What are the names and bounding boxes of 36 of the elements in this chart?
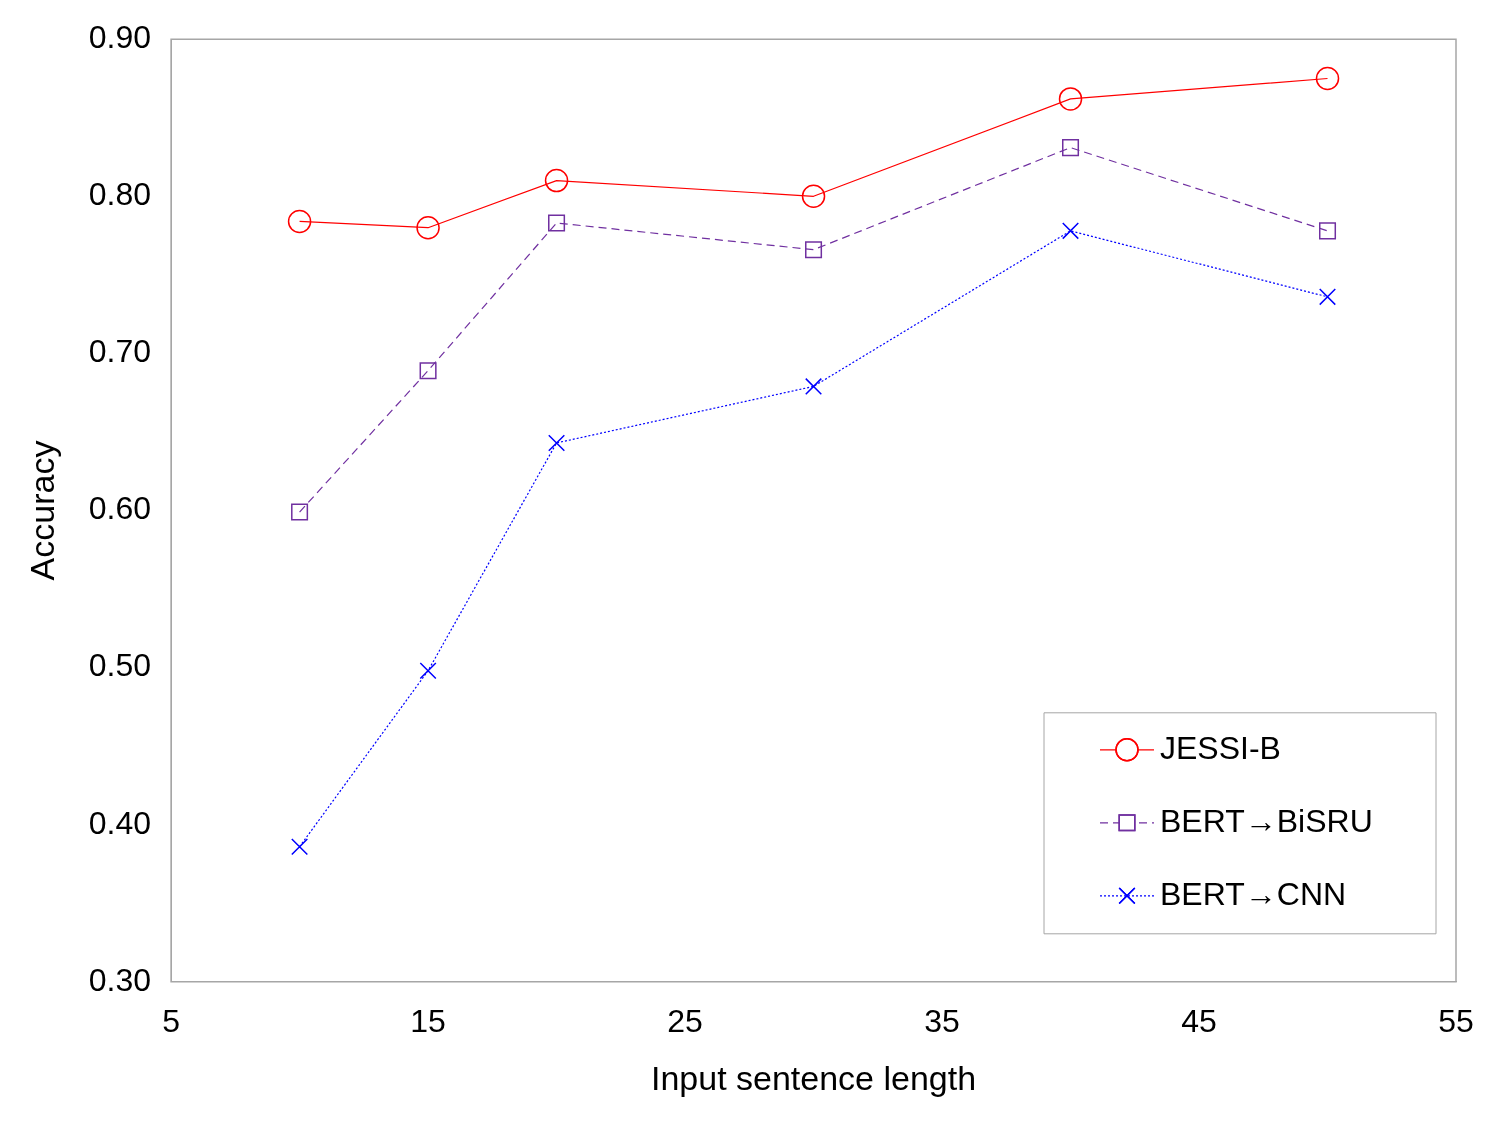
x-tick-label: 5 bbox=[162, 1002, 180, 1039]
point bbox=[544, 168, 569, 193]
y-tick-label: 0.70 bbox=[88, 333, 152, 370]
point bbox=[548, 214, 566, 232]
x-tick-label: 25 bbox=[667, 1002, 703, 1039]
y-tick-label: 0.50 bbox=[88, 647, 152, 684]
legend-label: BERT→CNN bbox=[1160, 875, 1347, 912]
point bbox=[416, 215, 440, 240]
point bbox=[805, 377, 823, 395]
point bbox=[805, 241, 823, 259]
point bbox=[1318, 222, 1337, 240]
point bbox=[1062, 139, 1080, 157]
point bbox=[419, 362, 437, 380]
y-tick-label: 0.80 bbox=[88, 176, 152, 213]
x-tick-label: 35 bbox=[924, 1002, 960, 1039]
y-axis-title: Accuracy bbox=[22, 440, 61, 581]
point bbox=[1062, 222, 1080, 240]
point bbox=[801, 184, 826, 209]
y-tick-label: 0.90 bbox=[88, 19, 152, 56]
point bbox=[548, 434, 566, 452]
point bbox=[287, 209, 312, 234]
x-tick-label: 45 bbox=[1181, 1002, 1217, 1039]
y-tick-label: 0.30 bbox=[88, 961, 152, 998]
point bbox=[1058, 87, 1083, 111]
y-tick-label: 0.60 bbox=[88, 490, 152, 527]
point bbox=[419, 662, 437, 680]
y-tick-label: 0.40 bbox=[88, 804, 152, 841]
point bbox=[1318, 288, 1337, 306]
x-tick-label: 15 bbox=[410, 1002, 446, 1039]
x-tick-label: 55 bbox=[1438, 1002, 1474, 1039]
point bbox=[1315, 66, 1340, 91]
point bbox=[291, 838, 309, 856]
point bbox=[291, 503, 309, 521]
x-axis-title: Input sentence length bbox=[650, 1058, 977, 1097]
legend-label: BERT→BiSRU bbox=[1160, 802, 1373, 839]
legend-label: JESSI-B bbox=[1160, 729, 1281, 766]
